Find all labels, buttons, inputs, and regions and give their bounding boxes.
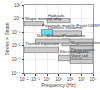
svg-text:Voice coil: Voice coil bbox=[71, 53, 88, 58]
svg-text:Thermal expansion: Thermal expansion bbox=[25, 41, 59, 46]
svg-text:10⁻²: 10⁻² bbox=[12, 43, 21, 48]
svg-text:Piezoelectric: Piezoelectric bbox=[63, 33, 86, 38]
svg-text:Dielectric elastomer: Dielectric elastomer bbox=[48, 25, 84, 30]
svg-text:Magnetostrictive: Magnetostrictive bbox=[71, 40, 100, 45]
svg-text:10⁻³: 10⁻³ bbox=[12, 57, 21, 62]
svg-text:10⁰: 10⁰ bbox=[14, 16, 21, 21]
svg-text:10⁻⁴: 10⁻⁴ bbox=[11, 71, 20, 76]
svg-text:Shape memory alloy: Shape memory alloy bbox=[25, 16, 61, 21]
svg-text:10⁰: 10⁰ bbox=[44, 77, 51, 82]
svg-text:10⁻¹: 10⁻¹ bbox=[12, 30, 21, 35]
svg-text:Pneumatic muscle (Festo DMSP40: Pneumatic muscle (Festo DMSP40) bbox=[42, 23, 100, 28]
svg-text:Natural muscle: Natural muscle bbox=[37, 33, 64, 38]
svg-text:10¹: 10¹ bbox=[14, 3, 21, 8]
svg-text:10⁴: 10⁴ bbox=[90, 77, 97, 82]
svg-text:Stress × Strain: Stress × Strain bbox=[4, 22, 10, 55]
svg-text:Piezoceramic: Piezoceramic bbox=[71, 47, 95, 52]
svg-text:Electromagnetic: Electromagnetic bbox=[60, 49, 89, 54]
svg-text:10¹: 10¹ bbox=[55, 77, 62, 82]
svg-text:10⁻¹: 10⁻¹ bbox=[31, 77, 40, 82]
svg-text:Frequency (Hz): Frequency (Hz) bbox=[41, 82, 76, 88]
svg-text:10²: 10² bbox=[67, 77, 74, 82]
svg-text:10³: 10³ bbox=[78, 77, 85, 82]
svg-text:Hydraulic: Hydraulic bbox=[48, 13, 65, 18]
svg-text:10⁻²: 10⁻² bbox=[20, 77, 29, 82]
